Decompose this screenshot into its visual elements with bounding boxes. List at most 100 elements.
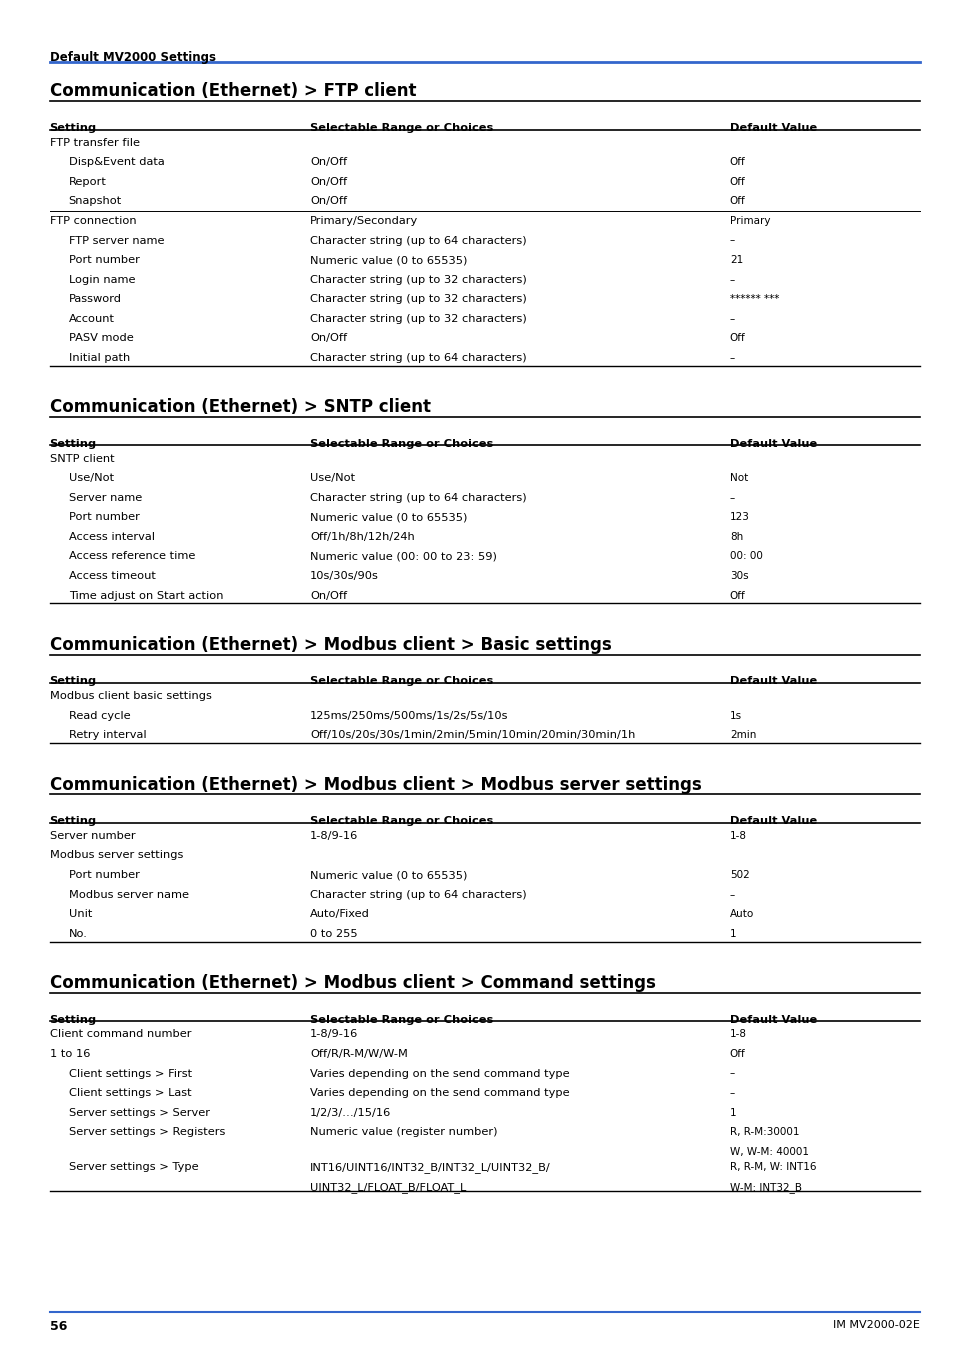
Text: On/Off: On/Off	[310, 333, 347, 343]
Text: –: –	[729, 1088, 735, 1098]
Text: Primary/Secondary: Primary/Secondary	[310, 216, 417, 225]
Text: Time adjust on Start action: Time adjust on Start action	[69, 590, 223, 601]
Text: 123: 123	[729, 512, 749, 522]
Text: 1: 1	[729, 1107, 736, 1118]
Text: 1-8: 1-8	[729, 1029, 746, 1040]
Text: UINT32_L/FLOAT_B/FLOAT_L: UINT32_L/FLOAT_B/FLOAT_L	[310, 1181, 466, 1193]
Text: Character string (up to 64 characters): Character string (up to 64 characters)	[310, 235, 526, 246]
Text: Numeric value (0 to 65535): Numeric value (0 to 65535)	[310, 869, 467, 880]
Text: Disp&Event data: Disp&Event data	[69, 158, 164, 167]
Text: R, R-M:30001: R, R-M:30001	[729, 1127, 799, 1137]
Text: 30s: 30s	[729, 571, 748, 580]
Text: Off: Off	[729, 333, 745, 343]
Text: On/Off: On/Off	[310, 177, 347, 186]
Text: Default Value: Default Value	[729, 1014, 816, 1025]
Text: Varies depending on the send command type: Varies depending on the send command typ…	[310, 1068, 569, 1079]
Text: –: –	[729, 890, 735, 899]
Text: –: –	[729, 274, 735, 285]
Text: ****** ***: ****** ***	[729, 294, 779, 304]
Text: PASV mode: PASV mode	[69, 333, 133, 343]
Text: Setting: Setting	[50, 815, 96, 826]
Text: Client settings > First: Client settings > First	[69, 1068, 192, 1079]
Text: Off/1h/8h/12h/24h: Off/1h/8h/12h/24h	[310, 532, 415, 541]
Text: Server number: Server number	[50, 830, 135, 841]
Text: No.: No.	[69, 929, 88, 938]
Text: Use/Not: Use/Not	[69, 472, 113, 483]
Text: 2min: 2min	[729, 730, 756, 740]
Text: Setting: Setting	[50, 439, 96, 448]
Text: Varies depending on the send command type: Varies depending on the send command typ…	[310, 1088, 569, 1098]
Text: 0 to 255: 0 to 255	[310, 929, 357, 938]
Text: Numeric value (register number): Numeric value (register number)	[310, 1127, 497, 1137]
Text: Character string (up to 64 characters): Character string (up to 64 characters)	[310, 352, 526, 363]
Text: 1-8/9-16: 1-8/9-16	[310, 1029, 358, 1040]
Text: Character string (up to 64 characters): Character string (up to 64 characters)	[310, 890, 526, 899]
Text: –: –	[729, 1068, 735, 1079]
Text: On/Off: On/Off	[310, 590, 347, 601]
Text: On/Off: On/Off	[310, 196, 347, 207]
Text: W-M: INT32_B: W-M: INT32_B	[729, 1181, 801, 1193]
Text: FTP connection: FTP connection	[50, 216, 136, 225]
Text: Initial path: Initial path	[69, 352, 130, 363]
Text: Unit: Unit	[69, 909, 92, 919]
Text: Server settings > Type: Server settings > Type	[69, 1162, 198, 1172]
Text: Numeric value (00: 00 to 23: 59): Numeric value (00: 00 to 23: 59)	[310, 551, 497, 562]
Text: On/Off: On/Off	[310, 158, 347, 167]
Text: Off: Off	[729, 590, 745, 601]
Text: Setting: Setting	[50, 123, 96, 132]
Text: Selectable Range or Choices: Selectable Range or Choices	[310, 123, 493, 132]
Text: Server name: Server name	[69, 493, 142, 502]
Text: 125ms/250ms/500ms/1s/2s/5s/10s: 125ms/250ms/500ms/1s/2s/5s/10s	[310, 710, 508, 721]
Text: Communication (Ethernet) > Modbus client > Modbus server settings: Communication (Ethernet) > Modbus client…	[50, 775, 700, 794]
Text: Access reference time: Access reference time	[69, 551, 194, 562]
Text: 00: 00: 00: 00	[729, 551, 761, 562]
Text: Default Value: Default Value	[729, 676, 816, 686]
Text: Server settings > Registers: Server settings > Registers	[69, 1127, 225, 1137]
Text: Access interval: Access interval	[69, 532, 154, 541]
Text: 21: 21	[729, 255, 742, 265]
Text: Modbus server settings: Modbus server settings	[50, 850, 183, 860]
Text: Not: Not	[729, 472, 747, 483]
Text: FTP transfer file: FTP transfer file	[50, 138, 139, 147]
Text: FTP server name: FTP server name	[69, 235, 164, 246]
Text: Modbus client basic settings: Modbus client basic settings	[50, 691, 212, 701]
Text: Account: Account	[69, 313, 114, 324]
Text: 1-8/9-16: 1-8/9-16	[310, 830, 358, 841]
Text: Modbus server name: Modbus server name	[69, 890, 189, 899]
Text: Numeric value (0 to 65535): Numeric value (0 to 65535)	[310, 255, 467, 265]
Text: Communication (Ethernet) > Modbus client > Command settings: Communication (Ethernet) > Modbus client…	[50, 973, 655, 992]
Text: 1/2/3/…/15/16: 1/2/3/…/15/16	[310, 1107, 391, 1118]
Text: –: –	[729, 352, 735, 363]
Text: Setting: Setting	[50, 1014, 96, 1025]
Text: Login name: Login name	[69, 274, 135, 285]
Text: Selectable Range or Choices: Selectable Range or Choices	[310, 815, 493, 826]
Text: Report: Report	[69, 177, 107, 186]
Text: Primary: Primary	[729, 216, 769, 225]
Text: Character string (up to 32 characters): Character string (up to 32 characters)	[310, 274, 526, 285]
Text: Communication (Ethernet) > Modbus client > Basic settings: Communication (Ethernet) > Modbus client…	[50, 636, 611, 653]
Text: 1-8: 1-8	[729, 830, 746, 841]
Text: Access timeout: Access timeout	[69, 571, 155, 580]
Text: Numeric value (0 to 65535): Numeric value (0 to 65535)	[310, 512, 467, 522]
Text: Snapshot: Snapshot	[69, 196, 122, 207]
Text: 8h: 8h	[729, 532, 742, 541]
Text: Character string (up to 32 characters): Character string (up to 32 characters)	[310, 294, 526, 304]
Text: Communication (Ethernet) > FTP client: Communication (Ethernet) > FTP client	[50, 82, 416, 100]
Text: 1 to 16: 1 to 16	[50, 1049, 90, 1058]
Text: R, R-M, W: INT16: R, R-M, W: INT16	[729, 1162, 816, 1172]
Text: SNTP client: SNTP client	[50, 454, 114, 463]
Text: Default Value: Default Value	[729, 815, 816, 826]
Text: 502: 502	[729, 869, 749, 880]
Text: –: –	[729, 493, 735, 502]
Text: Client command number: Client command number	[50, 1029, 191, 1040]
Text: Setting: Setting	[50, 676, 96, 686]
Text: Character string (up to 64 characters): Character string (up to 64 characters)	[310, 493, 526, 502]
Text: Password: Password	[69, 294, 122, 304]
Text: Off: Off	[729, 177, 745, 186]
Text: Off: Off	[729, 196, 745, 207]
Text: 1s: 1s	[729, 710, 741, 721]
Text: Server settings > Server: Server settings > Server	[69, 1107, 210, 1118]
Text: –: –	[729, 235, 735, 246]
Text: Auto/Fixed: Auto/Fixed	[310, 909, 370, 919]
Text: Off: Off	[729, 1049, 745, 1058]
